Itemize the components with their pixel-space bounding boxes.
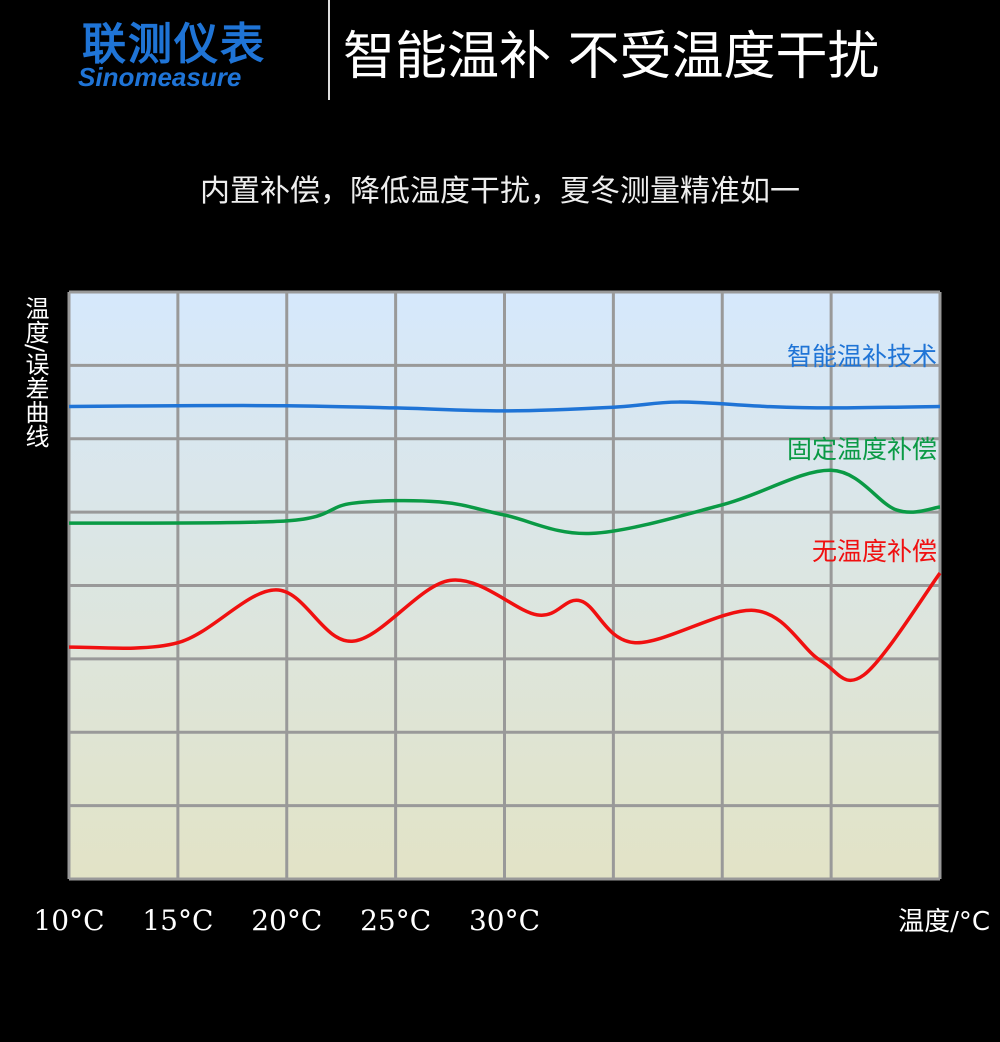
subtitle: 内置补偿，降低温度干扰，夏冬测量精准如一 xyxy=(200,174,800,209)
x-tick-label: 30°C xyxy=(469,904,540,937)
x-tick-label: 20°C xyxy=(251,904,322,937)
x-tick-label: 25°C xyxy=(360,904,431,937)
x-axis-label: 温度/°C xyxy=(898,907,990,937)
series-label: 智能温补技术 xyxy=(787,342,937,371)
logo-english: Sinomeasure xyxy=(78,62,242,92)
series-line xyxy=(68,400,941,413)
logo-chinese: 联测仪表 xyxy=(82,19,266,70)
series-line xyxy=(68,571,942,683)
page-title: 智能温补 不受温度干扰 xyxy=(343,27,880,87)
series-label: 无温度补偿 xyxy=(812,537,937,566)
header-divider xyxy=(328,0,330,100)
x-tick-label: 15°C xyxy=(142,904,213,937)
y-axis-label: 温度/误差曲线 xyxy=(21,296,49,449)
series-label: 固定温度补偿 xyxy=(787,435,937,464)
x-tick-label: 10°C xyxy=(33,904,104,937)
series-line xyxy=(68,468,941,536)
